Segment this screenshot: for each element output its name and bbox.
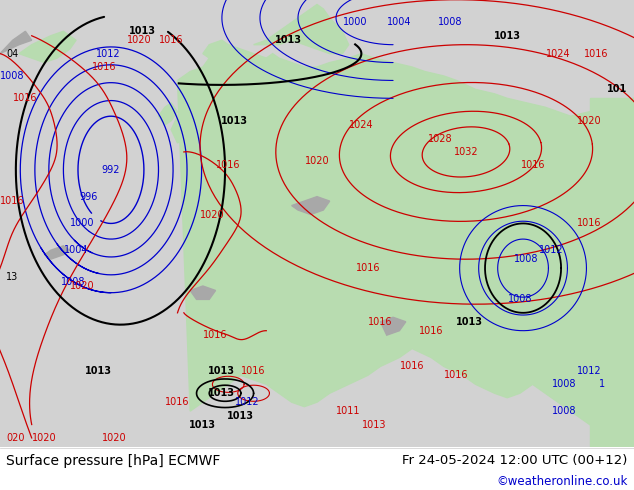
Text: 1012: 1012 [578, 366, 602, 376]
Text: ©weatheronline.co.uk: ©weatheronline.co.uk [496, 475, 628, 488]
Text: 1032: 1032 [454, 147, 478, 157]
Text: 1013: 1013 [494, 31, 521, 41]
Polygon shape [254, 4, 349, 53]
Text: 101: 101 [607, 84, 628, 95]
Text: 1013: 1013 [456, 317, 482, 327]
Text: 992: 992 [101, 165, 120, 175]
Text: 1016: 1016 [444, 370, 469, 380]
Text: 1013: 1013 [275, 35, 302, 45]
Text: 1013: 1013 [129, 26, 156, 36]
Text: 1016: 1016 [159, 35, 183, 45]
Text: 1016: 1016 [0, 196, 25, 206]
Text: 1028: 1028 [429, 134, 453, 144]
Text: 1016: 1016 [584, 49, 609, 59]
Text: 1013: 1013 [209, 366, 235, 376]
Text: 1011: 1011 [337, 406, 361, 416]
Text: 1020: 1020 [32, 433, 56, 443]
Text: 1000: 1000 [343, 17, 367, 27]
Polygon shape [292, 196, 330, 215]
Text: 1004: 1004 [64, 245, 88, 255]
Text: 1016: 1016 [165, 397, 190, 407]
Polygon shape [380, 318, 406, 335]
Text: 1020: 1020 [102, 433, 126, 443]
Text: 1013: 1013 [228, 411, 254, 420]
Text: 13: 13 [6, 272, 18, 282]
Text: 1016: 1016 [368, 317, 392, 327]
Text: 020: 020 [6, 433, 25, 443]
Text: 1016: 1016 [204, 330, 228, 340]
Text: 1012: 1012 [540, 245, 564, 255]
Text: 1020: 1020 [578, 116, 602, 125]
Text: 1012: 1012 [235, 397, 259, 407]
Polygon shape [190, 286, 216, 299]
Polygon shape [0, 31, 32, 53]
Text: 1016: 1016 [93, 62, 117, 72]
Text: 1013: 1013 [190, 419, 216, 430]
Polygon shape [19, 31, 76, 63]
Text: 1016: 1016 [216, 160, 240, 171]
Polygon shape [178, 40, 634, 447]
Polygon shape [44, 246, 70, 259]
Text: 1013: 1013 [362, 419, 386, 430]
Text: 1004: 1004 [387, 17, 411, 27]
Text: 1008: 1008 [552, 406, 576, 416]
Text: 1013: 1013 [221, 116, 248, 125]
Text: 1016: 1016 [419, 326, 443, 336]
Text: 1008: 1008 [508, 294, 532, 304]
Text: 1020: 1020 [127, 35, 152, 45]
Polygon shape [590, 98, 634, 447]
Text: 1024: 1024 [546, 49, 570, 59]
Text: 1016: 1016 [13, 93, 37, 103]
Text: 1016: 1016 [356, 263, 380, 273]
Text: 1008: 1008 [514, 254, 538, 264]
Text: 1016: 1016 [578, 219, 602, 228]
Text: 996: 996 [80, 192, 98, 201]
Text: 1000: 1000 [70, 219, 94, 228]
Polygon shape [158, 103, 178, 125]
Text: Fr 24-05-2024 12:00 UTC (00+12): Fr 24-05-2024 12:00 UTC (00+12) [403, 454, 628, 467]
Text: 1013: 1013 [85, 366, 112, 376]
Text: 1016: 1016 [242, 366, 266, 376]
Text: 1020: 1020 [70, 281, 94, 291]
Text: 1013: 1013 [209, 388, 235, 398]
Text: Surface pressure [hPa] ECMWF: Surface pressure [hPa] ECMWF [6, 454, 221, 467]
Polygon shape [171, 85, 209, 143]
Text: 1008: 1008 [552, 379, 576, 390]
Text: 1012: 1012 [96, 49, 120, 59]
Text: 1020: 1020 [305, 156, 329, 166]
Text: 1020: 1020 [200, 210, 224, 220]
Text: 1016: 1016 [521, 160, 545, 171]
Text: 1008: 1008 [0, 71, 25, 81]
Text: 1024: 1024 [349, 120, 373, 130]
Text: 04: 04 [6, 49, 18, 59]
Text: 1016: 1016 [400, 362, 424, 371]
Text: 1008: 1008 [438, 17, 462, 27]
Text: 1008: 1008 [61, 276, 85, 287]
Text: 1: 1 [599, 379, 605, 390]
